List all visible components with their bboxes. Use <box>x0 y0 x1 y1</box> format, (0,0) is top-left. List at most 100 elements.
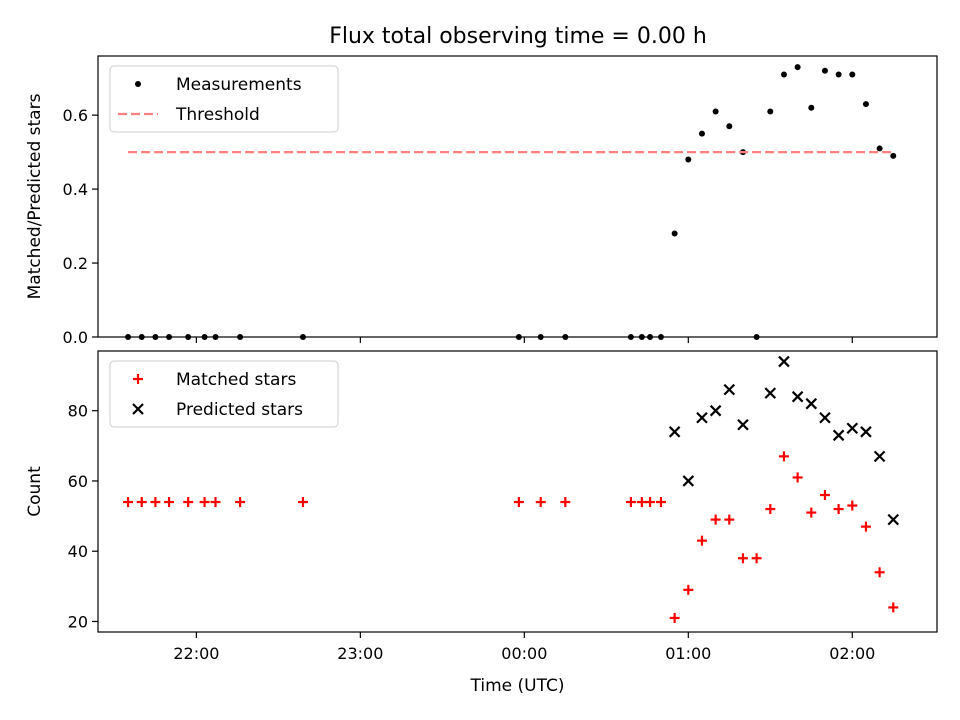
matched-stars-point <box>683 584 694 595</box>
measurement-point <box>185 334 192 340</box>
legend-label: Predicted stars <box>176 400 303 420</box>
measurement-point <box>780 71 787 78</box>
matched-stars-point <box>696 535 707 546</box>
predicted-stars-point <box>832 429 845 442</box>
predicted-stars-point <box>805 397 818 410</box>
y-tick-label: 0.4 <box>63 180 88 199</box>
matched-stars-point <box>655 497 666 508</box>
measurement-point <box>562 334 569 340</box>
legend-box <box>109 360 339 428</box>
measurement-point <box>299 334 306 340</box>
predicted-stars-point <box>887 513 900 526</box>
measurement-point <box>152 334 159 340</box>
measurement-point <box>835 71 842 78</box>
matched-stars-point <box>535 497 546 508</box>
predicted-stars-point <box>873 450 886 463</box>
legend-marker-plus <box>133 374 143 384</box>
matched-stars-point <box>150 497 161 508</box>
predicted-stars-point <box>860 426 872 438</box>
matched-stars-point <box>625 497 636 508</box>
measurement-point <box>201 334 208 340</box>
predicted-stars-point <box>723 383 736 396</box>
measurement-point <box>712 108 719 115</box>
measurement-point <box>849 71 856 78</box>
matched-stars-point <box>136 497 147 508</box>
measurement-point <box>627 334 634 340</box>
measurement-point <box>647 334 654 340</box>
predicted-stars-point <box>668 426 681 438</box>
y-axis-label: Matched/Predicted stars <box>25 93 45 299</box>
matched-stars-point <box>513 497 524 508</box>
matched-stars-point <box>819 490 830 501</box>
axes-frame <box>97 350 938 633</box>
measurement-point <box>753 334 760 340</box>
measurement-point <box>821 67 828 74</box>
measurement-point <box>537 334 544 340</box>
predicted-stars-point <box>696 411 708 424</box>
legend-entry: Matched stars <box>133 370 296 390</box>
matched-stars-point <box>860 521 871 532</box>
legend-marker-dot <box>135 81 141 87</box>
measurement-point <box>138 334 145 340</box>
x-tick-label: 22:00 <box>173 644 219 663</box>
y-tick-label: 40 <box>68 542 88 561</box>
legend-marker-x <box>132 403 144 415</box>
measurement-point <box>166 334 173 340</box>
x-tick-label: 23:00 <box>337 644 383 663</box>
y-tick-label: 20 <box>68 612 88 631</box>
matched-stars-point <box>560 497 571 508</box>
matched-stars-point <box>710 514 721 525</box>
matched-stars-point <box>778 451 789 462</box>
measurement-point <box>657 334 664 340</box>
measurement-point <box>890 152 897 159</box>
x-axis-label: Time (UTC) <box>470 676 565 696</box>
y-tick-label: 60 <box>68 472 88 491</box>
x-tick-label: 00:00 <box>501 644 547 663</box>
matched-stars-point <box>183 497 194 508</box>
measurement-point <box>671 230 678 237</box>
y-axis-label: Count <box>25 466 45 517</box>
predicted-stars-point <box>682 475 695 487</box>
matched-stars-point <box>164 497 175 508</box>
predicted-stars-point <box>846 422 859 435</box>
predicted-stars-point <box>791 390 804 403</box>
legend-entry: Threshold <box>118 105 260 125</box>
legend-label: Threshold <box>175 105 260 125</box>
measurement-point <box>685 156 692 163</box>
matched-stars-point <box>210 497 221 508</box>
matched-stars-point <box>806 507 817 518</box>
measurement-point <box>794 64 801 71</box>
matched-stars-point <box>199 497 210 508</box>
matched-stars-point <box>847 500 858 511</box>
predicted-stars-point <box>819 411 831 424</box>
predicted-stars-point <box>778 355 790 368</box>
matched-stars-point <box>724 514 735 525</box>
legend-entry: Measurements <box>135 75 302 95</box>
legend-label: Matched stars <box>176 370 296 390</box>
matched-stars-point <box>297 497 308 508</box>
predicted-stars-point <box>764 387 777 399</box>
measurement-point <box>876 145 883 152</box>
y-tick-label: 80 <box>68 402 88 421</box>
measurement-point <box>767 108 774 115</box>
measurement-point <box>726 123 733 130</box>
measurement-point <box>237 334 244 340</box>
matched-stars-point <box>123 497 134 508</box>
y-tick-label: 0.0 <box>63 328 88 347</box>
measurement-point <box>698 130 705 137</box>
measurement-point <box>862 101 869 108</box>
legend-box <box>109 65 339 133</box>
legend-label: Measurements <box>176 75 302 95</box>
y-tick-label: 0.2 <box>63 254 88 273</box>
predicted-stars-point <box>709 404 722 417</box>
matched-stars-point <box>874 567 885 578</box>
top-panel: 0.0 0.2 0.4 0.6 Matched/Predicted stars Measu… <box>25 55 938 347</box>
legend-entry: Predicted stars <box>132 400 303 420</box>
matched-stars-point <box>751 553 762 564</box>
matched-stars-point <box>833 504 844 515</box>
x-tick-label: 02:00 <box>829 644 875 663</box>
matched-stars-point <box>669 612 680 623</box>
matched-stars-point <box>792 472 803 483</box>
measurement-point <box>125 334 132 340</box>
